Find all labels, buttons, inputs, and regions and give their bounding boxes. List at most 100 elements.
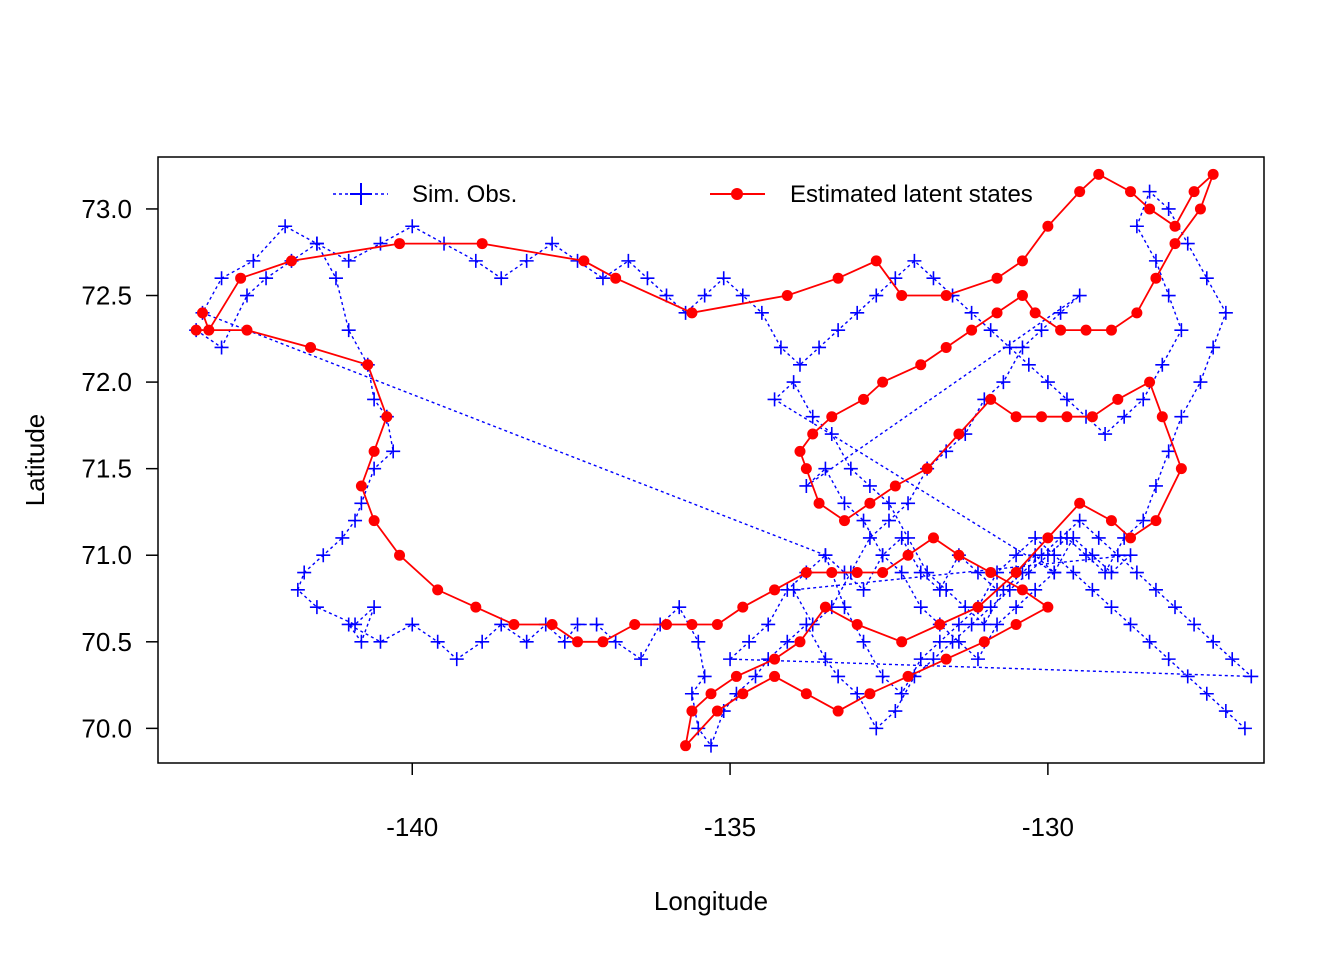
state-point <box>476 238 488 250</box>
obs-point <box>1085 548 1100 563</box>
state-point <box>794 636 806 648</box>
obs-point <box>341 323 356 338</box>
state-point <box>1125 186 1137 198</box>
state-point <box>1042 532 1054 544</box>
state-point <box>1150 272 1162 284</box>
obs-point <box>837 600 852 615</box>
obs-point <box>290 582 305 597</box>
obs-point <box>1059 392 1074 407</box>
obs-point <box>869 288 884 303</box>
x-tick-label: -130 <box>1022 812 1074 842</box>
state-point <box>196 307 208 319</box>
state-point <box>1105 324 1117 336</box>
obs-point <box>1180 236 1195 251</box>
state-point <box>832 705 844 717</box>
y-tick-label: 71.5 <box>81 454 132 484</box>
state-point <box>1042 220 1054 232</box>
obs-point <box>1161 288 1176 303</box>
state-point <box>934 618 946 630</box>
obs-point <box>901 530 916 545</box>
obs-point <box>888 704 903 719</box>
state-point <box>737 601 749 613</box>
legend: Sim. Obs. Estimated latent states <box>333 181 1033 208</box>
obs-point <box>386 444 401 459</box>
obs-point <box>843 461 858 476</box>
obs-point <box>608 634 623 649</box>
obs-point <box>951 617 966 632</box>
obs-point <box>278 219 293 234</box>
obs-point <box>621 253 636 268</box>
state-point <box>686 307 698 319</box>
obs-point <box>818 461 833 476</box>
state-point <box>368 445 380 457</box>
state-point <box>902 670 914 682</box>
obs-point <box>964 305 979 320</box>
legend-obs-marker <box>350 183 372 205</box>
state-point <box>807 428 819 440</box>
state-point <box>1112 393 1124 405</box>
obs-point <box>1104 565 1119 580</box>
obs-point <box>316 548 331 563</box>
y-tick-label: 72.0 <box>81 367 132 397</box>
obs-point <box>1218 704 1233 719</box>
state-point <box>546 618 558 630</box>
state-point <box>858 393 870 405</box>
state-point <box>1144 203 1156 215</box>
state-point <box>826 411 838 423</box>
state-point <box>470 601 482 613</box>
state-point <box>991 307 1003 319</box>
obs-point <box>888 271 903 286</box>
obs-point <box>684 686 699 701</box>
obs-point <box>862 530 877 545</box>
obs-point <box>792 357 807 372</box>
obs-point <box>1091 530 1106 545</box>
obs-point <box>1218 305 1233 320</box>
y-tick-label: 71.0 <box>81 540 132 570</box>
state-point <box>800 567 812 579</box>
state-point <box>985 393 997 405</box>
state-point <box>305 341 317 353</box>
obs-point <box>1066 565 1081 580</box>
obs-point <box>1123 548 1138 563</box>
obs-point <box>754 305 769 320</box>
obs-point <box>812 340 827 355</box>
state-point <box>1188 186 1200 198</box>
obs-point <box>475 634 490 649</box>
state-point <box>1036 411 1048 423</box>
obs-point <box>373 236 388 251</box>
obs-point <box>691 634 706 649</box>
y-tick-label: 73.0 <box>81 194 132 224</box>
y-axis-title: Latitude <box>20 414 50 507</box>
state-point <box>686 618 698 630</box>
obs-point <box>818 652 833 667</box>
obs-point <box>589 617 604 632</box>
state-point <box>1150 515 1162 527</box>
obs-point <box>1148 253 1163 268</box>
state-point <box>241 324 253 336</box>
state-point <box>1016 290 1028 302</box>
obs-point <box>837 496 852 511</box>
x-tick-label: -135 <box>704 812 756 842</box>
obs-point <box>449 652 464 667</box>
obs-point <box>1244 669 1259 684</box>
state-point <box>1125 532 1137 544</box>
state-point <box>394 238 406 250</box>
obs-point <box>519 253 534 268</box>
obs-point <box>926 652 941 667</box>
state-point <box>877 376 889 388</box>
obs-point <box>697 288 712 303</box>
state-point <box>940 290 952 302</box>
obs-point <box>1193 375 1208 390</box>
obs-point <box>1066 530 1081 545</box>
state-point <box>1131 307 1143 319</box>
legend-states-label: Estimated latent states <box>790 181 1033 208</box>
obs-point <box>805 409 820 424</box>
state-point <box>578 255 590 267</box>
obs-point <box>309 600 324 615</box>
obs-point <box>214 271 229 286</box>
state-point <box>1061 411 1073 423</box>
obs-point <box>239 288 254 303</box>
state-point <box>870 255 882 267</box>
obs-point <box>977 617 992 632</box>
state-point <box>355 480 367 492</box>
